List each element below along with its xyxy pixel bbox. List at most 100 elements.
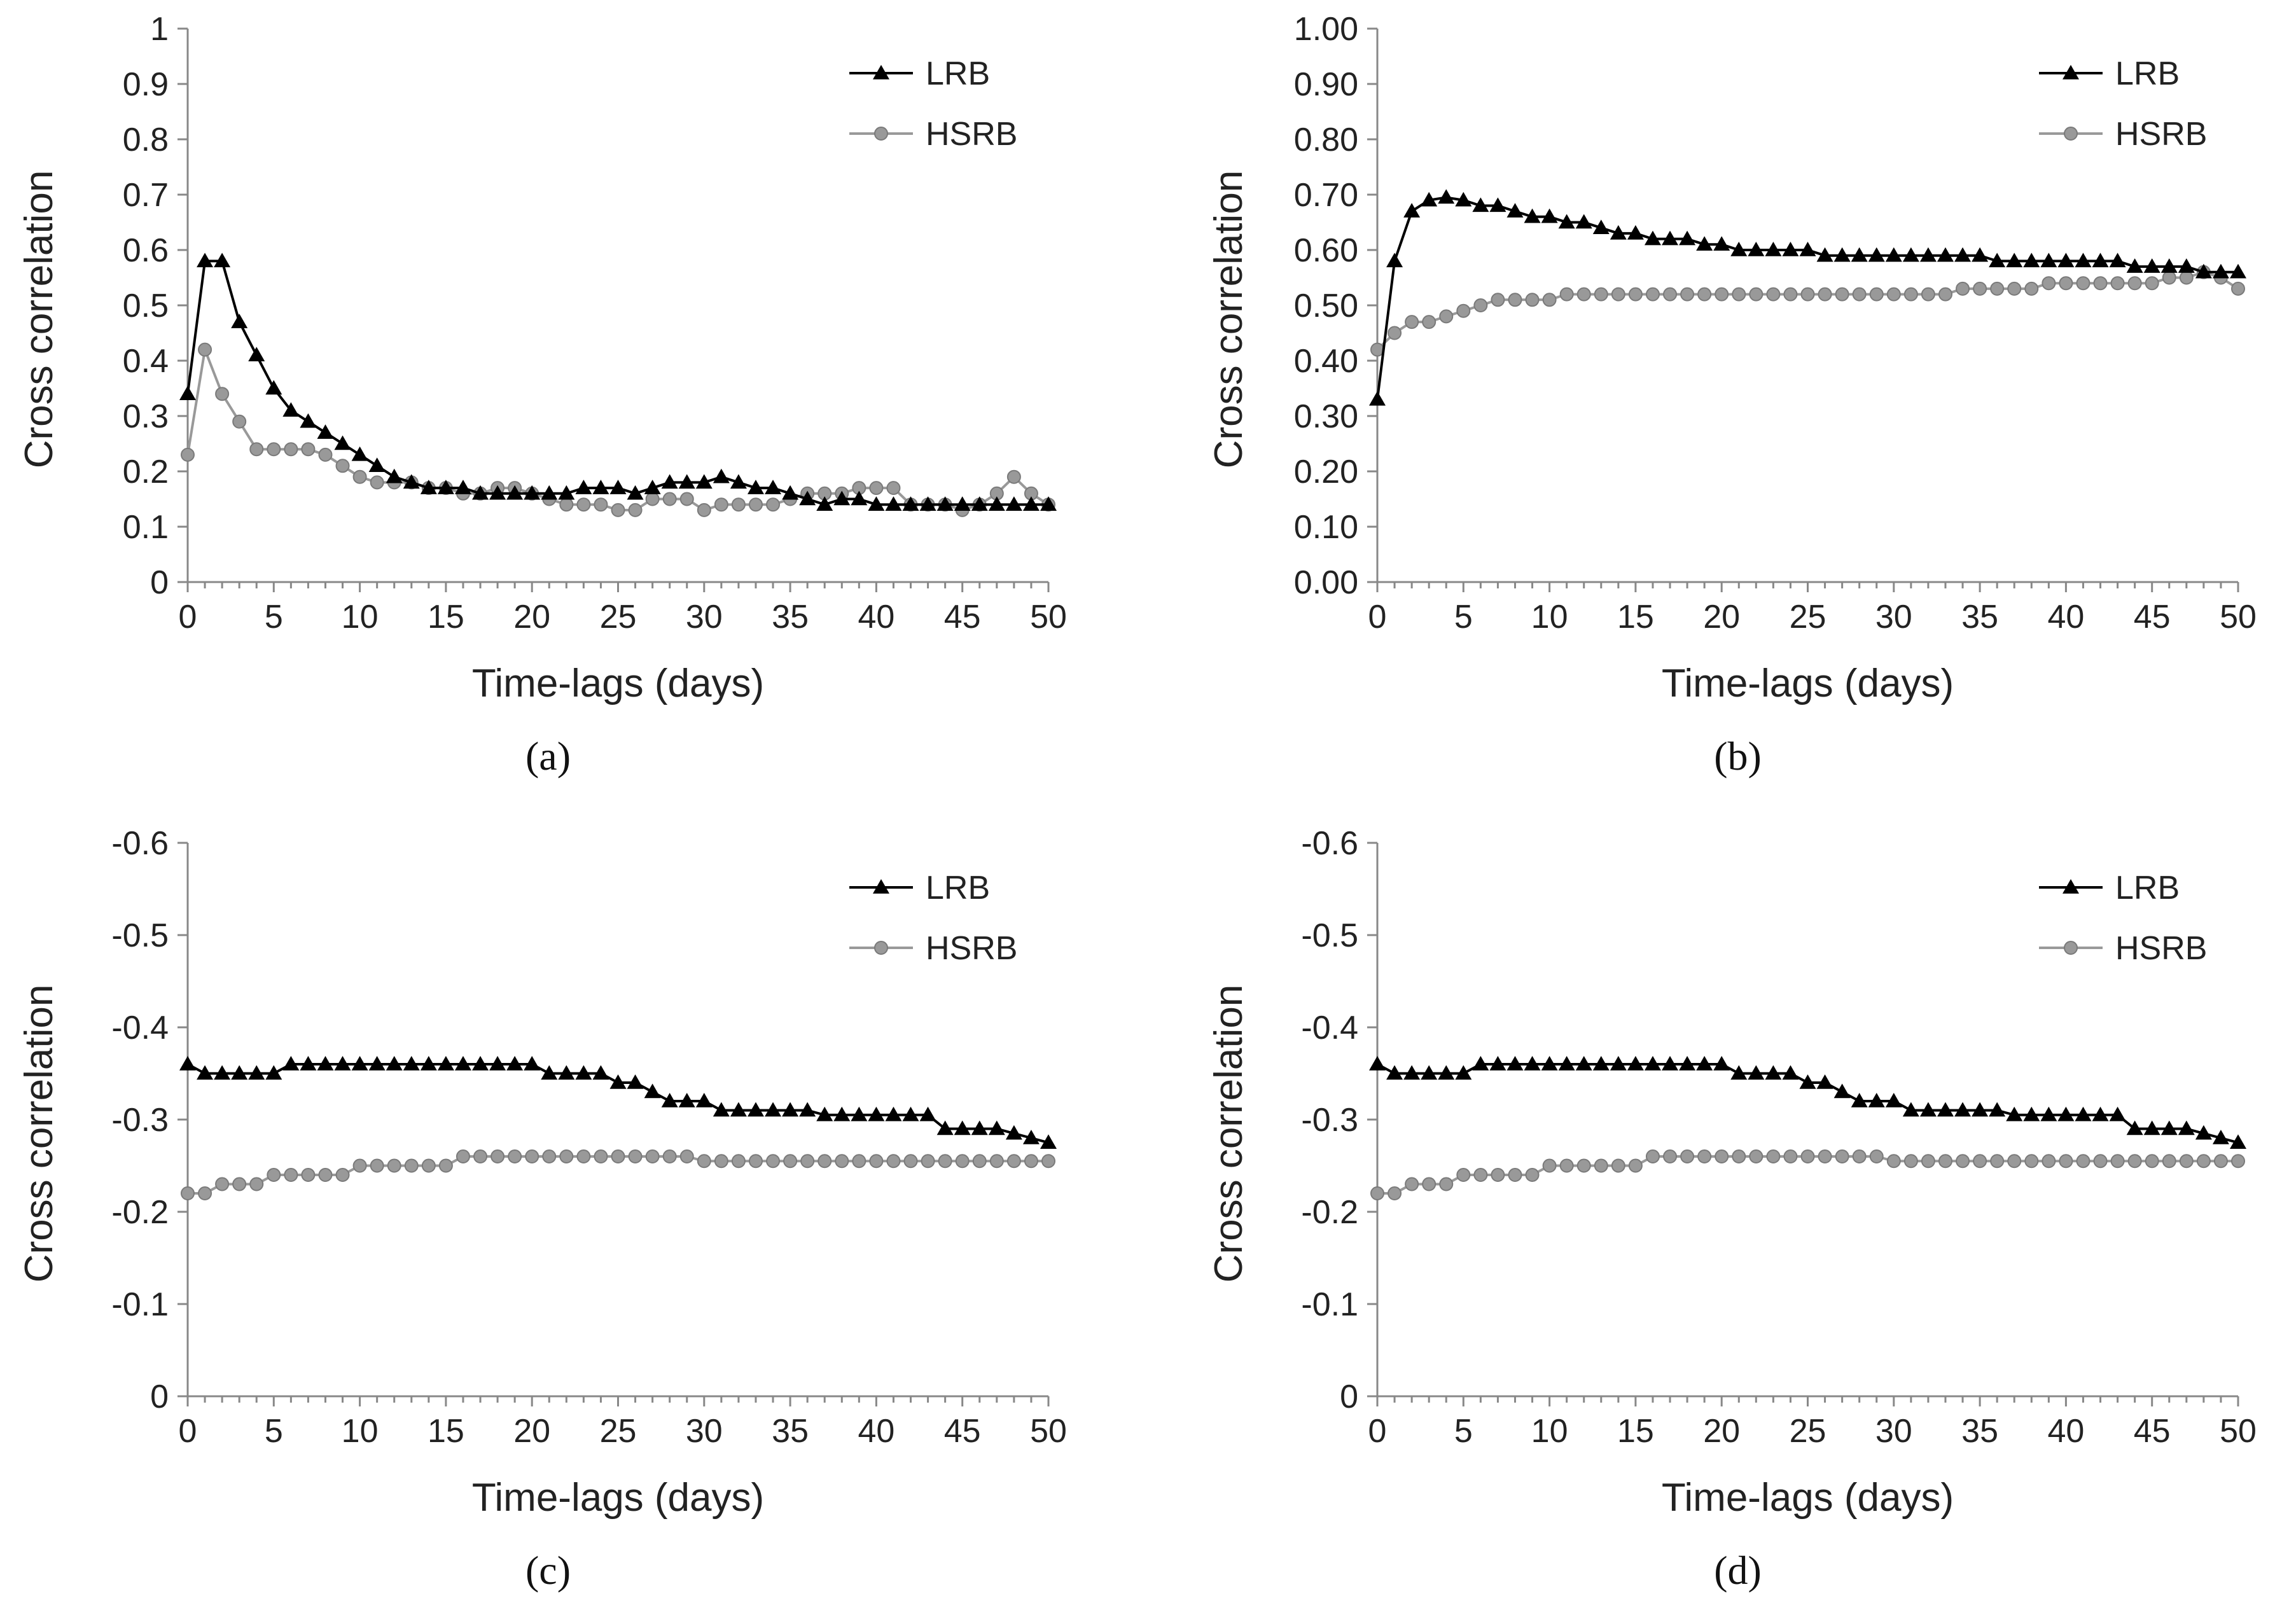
data-point-lrb [558,485,575,500]
y-tick-label: 1.00 [1294,11,1358,48]
data-point-hsrb [1456,1168,1471,1182]
data-point-lrb [747,480,764,494]
panel-label: (b) [1714,733,1762,779]
data-point-lrb [1644,1056,1661,1071]
data-point-lrb [609,480,627,494]
data-point-lrb [954,1120,971,1135]
data-point-hsrb [1491,1168,1505,1182]
data-point-hsrb [731,1154,746,1169]
data-point-lrb [403,474,420,489]
data-point-hsrb [1715,287,1729,302]
data-point-lrb [2143,1120,2160,1135]
data-point-lrb [713,468,730,483]
data-point-lrb [1524,208,1541,223]
data-point-lrb [1679,1056,1696,1071]
data-point-lrb [334,1056,351,1071]
data-point-lrb [1799,1074,1816,1089]
data-point-lrb [1438,189,1455,204]
data-point-lrb [713,1102,730,1117]
data-point-hsrb [215,1177,230,1191]
data-point-lrb [454,1056,471,1071]
data-point-hsrb [1508,1168,1522,1182]
data-point-hsrb [1680,287,1695,302]
y-tick-label: 0.4 [123,343,169,380]
x-tick-label: 0 [1368,1413,1387,1450]
data-point-lrb [1713,236,1730,251]
legend-marker-hsrb [2064,127,2078,141]
data-point-lrb [851,490,868,506]
data-point-lrb [1403,1065,1421,1080]
data-point-lrb [300,413,317,428]
data-point-lrb [1040,1134,1057,1149]
data-point-lrb [2075,1106,2092,1121]
data-point-lrb [2160,258,2178,273]
y-tick-label: 0.60 [1294,232,1358,269]
series-line-hsrb [1376,270,2239,351]
data-point-hsrb [2162,1154,2176,1169]
data-point-hsrb [1697,287,1712,302]
data-point-lrb [437,1056,454,1071]
data-point-hsrb [938,1154,952,1169]
data-point-lrb [902,1106,919,1121]
data-point-lrb [919,496,936,511]
data-point-hsrb [181,447,195,462]
data-point-lrb [765,1102,782,1117]
data-point-hsrb [576,1149,591,1163]
data-point-lrb [1506,1056,1524,1071]
data-point-hsrb [1800,1149,1815,1163]
data-point-lrb [1885,1093,1902,1107]
data-point-hsrb [2110,1154,2125,1169]
data-point-hsrb [2145,276,2159,291]
data-point-lrb [1022,496,1040,511]
data-point-lrb [1489,1056,1506,1071]
data-point-lrb [1833,1083,1851,1099]
y-tick-label: 0.90 [1294,66,1358,103]
x-tick-label: 20 [1703,1413,1740,1450]
data-point-hsrb [1456,303,1471,318]
y-tick-label: 0.8 [123,121,169,158]
data-point-hsrb [972,1154,987,1169]
y-tick-label: -0.1 [111,1286,169,1323]
data-point-hsrb [1921,1154,1935,1169]
x-tick-label: 50 [1030,599,1067,635]
data-point-hsrb [249,1177,264,1191]
data-point-lrb [558,1065,575,1080]
y-tick-label: 0.80 [1294,121,1358,158]
data-point-lrb [1455,1065,1472,1080]
data-point-hsrb [2024,281,2039,296]
data-point-hsrb [1388,1186,1402,1200]
data-point-lrb [1489,197,1506,212]
x-tick-label: 35 [1961,1413,1998,1450]
y-tick-label: 0.50 [1294,288,1358,324]
data-point-hsrb [1576,287,1591,302]
data-point-hsrb [1508,293,1522,307]
legend-label-hsrb: HSRB [926,930,1017,967]
data-point-hsrb [2059,1154,2073,1169]
data-point-lrb [1627,225,1644,240]
data-point-hsrb [335,459,350,473]
data-point-hsrb [1439,1177,1454,1191]
x-tick-label: 15 [1617,599,1654,635]
data-point-lrb [1833,247,1851,262]
data-point-hsrb [1732,287,1746,302]
legend-marker-hsrb [2064,941,2078,955]
data-point-hsrb [1903,1154,1918,1169]
data-point-lrb [609,1074,627,1089]
data-point-lrb [1730,242,1748,256]
data-point-hsrb [1697,1149,1712,1163]
data-point-hsrb [1405,315,1419,330]
data-point-hsrb [1903,287,1918,302]
data-point-hsrb [1024,1154,1038,1169]
data-point-lrb [885,496,902,511]
data-point-lrb [282,402,300,417]
legend-label-hsrb: HSRB [926,116,1017,153]
data-point-lrb [2160,1120,2178,1135]
data-point-lrb [524,485,541,500]
legend: LRB HSRB [849,55,1017,153]
data-point-hsrb [456,1149,470,1163]
data-point-hsrb [1559,1158,1574,1173]
data-point-hsrb [1491,293,1505,307]
data-point-lrb [2109,1106,2126,1121]
chart-panel-c: 0 -0.1 -0.2 -0.3 -0.4 -0.5 -0.6 0 5 10 15 20 25 30 35 4… [17,825,1067,1593]
data-point-hsrb [748,1154,763,1169]
